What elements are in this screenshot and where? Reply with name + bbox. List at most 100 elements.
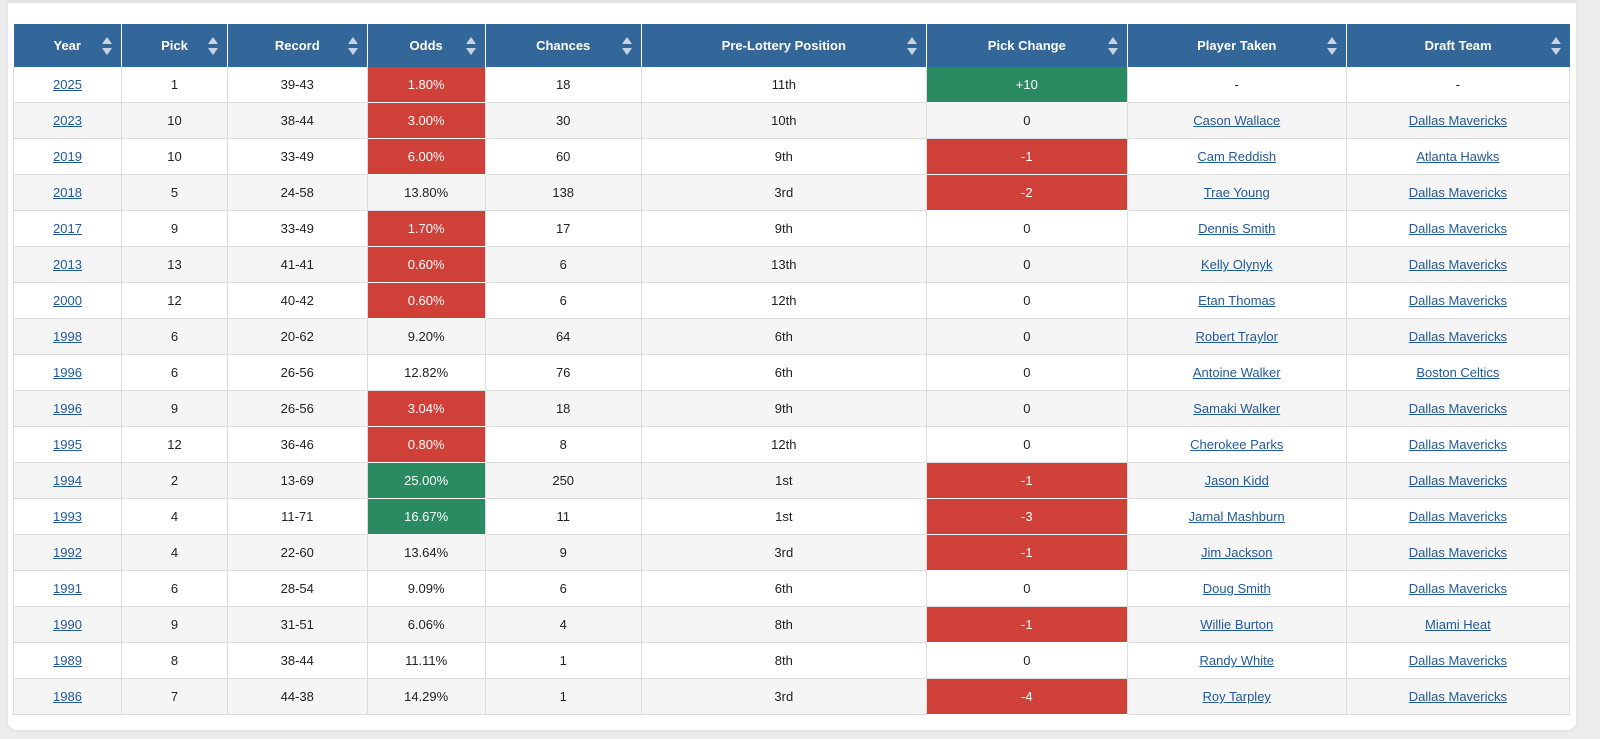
cell-year-link[interactable]: 2019 bbox=[53, 149, 82, 164]
cell-draft-team-link[interactable]: Dallas Mavericks bbox=[1408, 221, 1507, 236]
cell-player-taken-link[interactable]: Cam Reddish bbox=[1197, 149, 1277, 164]
cell-year-link[interactable]: 1992 bbox=[53, 545, 82, 560]
cell-year-link[interactable]: 1996 bbox=[53, 365, 82, 380]
header-row: Year Pick Record Odds Chances Pre-Lotter… bbox=[13, 24, 1570, 67]
column-header-chances[interactable]: Chances bbox=[485, 24, 642, 67]
cell-draft-team-link[interactable]: Dallas Mavericks bbox=[1408, 257, 1507, 272]
cell-year-link[interactable]: 2023 bbox=[53, 113, 82, 128]
cell-draft-team-link[interactable]: Dallas Mavericks bbox=[1408, 185, 1507, 200]
cell-draft-team-link[interactable]: Boston Celtics bbox=[1416, 365, 1500, 380]
cell-player-taken-link[interactable]: Kelly Olynyk bbox=[1200, 257, 1273, 272]
cell-year-link[interactable]: 1994 bbox=[53, 473, 82, 488]
cell-draft-team-link[interactable]: Dallas Mavericks bbox=[1408, 401, 1507, 416]
cell-odds: 14.29% bbox=[367, 678, 486, 715]
cell-chances: 9 bbox=[485, 534, 642, 571]
cell-record: 33-49 bbox=[227, 138, 368, 175]
cell-draft-team-link[interactable]: Dallas Mavericks bbox=[1408, 689, 1507, 704]
cell-record: 24-58 bbox=[227, 174, 368, 211]
cell-odds: 0.60% bbox=[367, 282, 486, 319]
cell-player-taken-link[interactable]: Cason Wallace bbox=[1193, 113, 1281, 128]
cell-year-link[interactable]: 1991 bbox=[53, 581, 82, 596]
sort-arrows-icon[interactable] bbox=[906, 37, 917, 55]
cell-player-taken: Jamal Mashburn bbox=[1127, 498, 1347, 535]
cell-draft-team: Dallas Mavericks bbox=[1346, 570, 1571, 607]
cell-player-taken-link[interactable]: Etan Thomas bbox=[1198, 293, 1276, 308]
cell-draft-team-link[interactable]: Dallas Mavericks bbox=[1408, 329, 1507, 344]
cell-year-link[interactable]: 2018 bbox=[53, 185, 82, 200]
sort-arrows-icon[interactable] bbox=[347, 37, 358, 55]
cell-draft-team-link[interactable]: Dallas Mavericks bbox=[1408, 113, 1507, 128]
cell-draft-team-link[interactable]: Atlanta Hawks bbox=[1416, 149, 1500, 164]
cell-year-link[interactable]: 2025 bbox=[53, 77, 82, 92]
cell-player-taken-link[interactable]: Willie Burton bbox=[1200, 617, 1274, 632]
sort-arrows-icon[interactable] bbox=[1550, 37, 1561, 55]
column-header-record[interactable]: Record bbox=[227, 24, 368, 67]
cell-record: 11-71 bbox=[227, 498, 368, 535]
cell-year-link[interactable]: 1990 bbox=[53, 617, 82, 632]
table-row: 2019 10 33-49 6.00% 60 9th -1 Cam Reddish Atlant… bbox=[13, 138, 1571, 175]
lottery-history-table: Year Pick Record Odds Chances Pre-Lotter… bbox=[13, 24, 1571, 715]
cell-player-taken-link[interactable]: Trae Young bbox=[1203, 185, 1270, 200]
cell-year-link[interactable]: 1986 bbox=[53, 689, 82, 704]
cell-player-taken-link[interactable]: Doug Smith bbox=[1202, 581, 1271, 596]
table-row: 1991 6 28-54 9.09% 6 6th 0 Doug Smith Dallas Mav… bbox=[13, 570, 1571, 607]
column-header-player-taken[interactable]: Player Taken bbox=[1127, 24, 1347, 67]
column-header-pick-change[interactable]: Pick Change bbox=[926, 24, 1128, 67]
cell-player-taken-link[interactable]: Jason Kidd bbox=[1204, 473, 1269, 488]
cell-player-taken-link[interactable]: Roy Tarpley bbox=[1202, 689, 1271, 704]
cell-player-taken-link[interactable]: Jim Jackson bbox=[1200, 545, 1273, 560]
cell-year-link[interactable]: 1996 bbox=[53, 401, 82, 416]
cell-pick-change: -1 bbox=[926, 534, 1128, 571]
cell-player-taken: Jim Jackson bbox=[1127, 534, 1347, 571]
cell-draft-team-link[interactable]: Dallas Mavericks bbox=[1408, 653, 1507, 668]
column-header-year[interactable]: Year bbox=[13, 24, 122, 67]
cell-draft-team-link[interactable]: Miami Heat bbox=[1425, 617, 1491, 632]
cell-year: 1996 bbox=[13, 354, 122, 391]
cell-pre-lottery-position: 6th bbox=[641, 354, 927, 391]
cell-player-taken-link[interactable]: Cherokee Parks bbox=[1190, 437, 1284, 452]
cell-draft-team-link[interactable]: Dallas Mavericks bbox=[1408, 473, 1507, 488]
sort-arrows-icon[interactable] bbox=[465, 37, 476, 55]
cell-year-link[interactable]: 1989 bbox=[53, 653, 82, 668]
cell-draft-team-link[interactable]: Dallas Mavericks bbox=[1408, 509, 1507, 524]
table-row: 2013 13 41-41 0.60% 6 13th 0 Kelly Olynyk Dallas… bbox=[13, 246, 1571, 283]
cell-draft-team-link[interactable]: Dallas Mavericks bbox=[1408, 581, 1507, 596]
sort-arrows-icon[interactable] bbox=[621, 37, 632, 55]
cell-chances: 4 bbox=[485, 606, 642, 643]
cell-pick-change: 0 bbox=[926, 570, 1128, 607]
cell-year-link[interactable]: 1995 bbox=[53, 437, 82, 452]
table-body: 2025 1 39-43 1.80% 18 11th +10- -2023 10 38-44 3.0… bbox=[13, 67, 1571, 715]
sort-arrows-icon[interactable] bbox=[102, 37, 112, 55]
cell-year-link[interactable]: 1998 bbox=[53, 329, 82, 344]
cell-year: 1993 bbox=[13, 498, 122, 535]
cell-player-taken-link[interactable]: Antoine Walker bbox=[1192, 365, 1281, 380]
cell-record: 40-42 bbox=[227, 282, 368, 319]
sort-arrows-icon[interactable] bbox=[1326, 37, 1337, 55]
column-header-odds[interactable]: Odds bbox=[367, 24, 486, 67]
cell-year-link[interactable]: 1993 bbox=[53, 509, 82, 524]
cell-draft-team-link[interactable]: Dallas Mavericks bbox=[1408, 293, 1507, 308]
column-header-draft-team[interactable]: Draft Team bbox=[1346, 24, 1570, 67]
cell-player-taken-link[interactable]: Dennis Smith bbox=[1198, 221, 1276, 236]
cell-draft-team: Atlanta Hawks bbox=[1346, 138, 1571, 175]
cell-pick: 13 bbox=[121, 246, 228, 283]
cell-year-link[interactable]: 2000 bbox=[53, 293, 82, 308]
column-header-pick[interactable]: Pick bbox=[121, 24, 228, 67]
column-header-pre-lottery-position[interactable]: Pre-Lottery Position bbox=[641, 24, 927, 67]
cell-draft-team-link[interactable]: Dallas Mavericks bbox=[1408, 545, 1507, 560]
cell-player-taken-link[interactable]: Randy White bbox=[1199, 653, 1274, 668]
cell-year-link[interactable]: 2017 bbox=[53, 221, 82, 236]
cell-year-link[interactable]: 2013 bbox=[53, 257, 82, 272]
cell-odds: 9.09% bbox=[367, 570, 486, 607]
cell-player-taken-link[interactable]: Samaki Walker bbox=[1193, 401, 1281, 416]
cell-player-taken-link[interactable]: Jamal Mashburn bbox=[1188, 509, 1285, 524]
cell-pre-lottery-position: 3rd bbox=[641, 534, 927, 571]
sort-arrows-icon[interactable] bbox=[207, 37, 218, 55]
cell-pick: 9 bbox=[121, 606, 228, 643]
sort-arrows-icon[interactable] bbox=[1107, 37, 1118, 55]
cell-draft-team: Dallas Mavericks bbox=[1346, 534, 1571, 571]
table-row: 1998 6 20-62 9.20% 64 6th 0 Robert Traylor Dalla… bbox=[13, 318, 1571, 355]
cell-draft-team-link[interactable]: Dallas Mavericks bbox=[1408, 437, 1507, 452]
cell-odds: 16.67% bbox=[367, 498, 486, 535]
cell-player-taken-link[interactable]: Robert Traylor bbox=[1195, 329, 1278, 344]
